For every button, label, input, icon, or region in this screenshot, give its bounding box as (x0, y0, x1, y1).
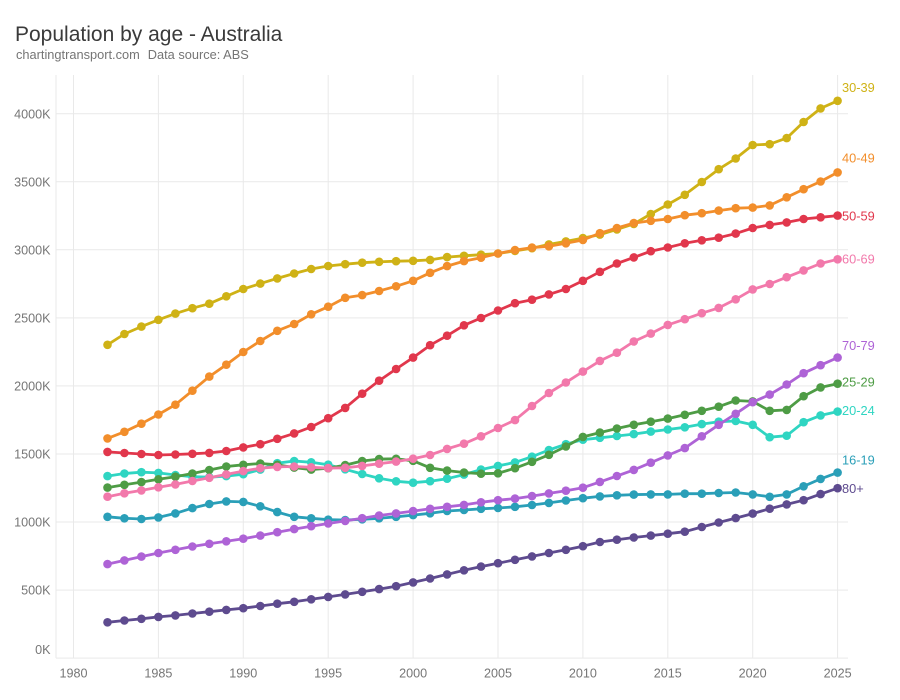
svg-text:2025: 2025 (824, 667, 852, 681)
svg-text:40-49: 40-49 (842, 151, 875, 166)
svg-text:50-59: 50-59 (842, 209, 875, 224)
svg-text:2500K: 2500K (14, 312, 51, 326)
svg-text:1995: 1995 (314, 667, 342, 681)
svg-text:1990: 1990 (229, 667, 257, 681)
svg-text:2015: 2015 (654, 667, 682, 681)
svg-text:70-79: 70-79 (842, 338, 875, 353)
svg-text:1000K: 1000K (14, 516, 51, 530)
svg-text:30-39: 30-39 (842, 80, 875, 95)
svg-text:0K: 0K (35, 643, 51, 657)
svg-text:2000K: 2000K (14, 380, 51, 394)
svg-text:16-19: 16-19 (842, 453, 875, 468)
svg-text:1985: 1985 (144, 667, 172, 681)
svg-text:2010: 2010 (569, 667, 597, 681)
svg-text:2000: 2000 (399, 667, 427, 681)
svg-text:80+: 80+ (842, 481, 864, 496)
svg-text:20-24: 20-24 (842, 403, 875, 418)
svg-text:1500K: 1500K (14, 448, 51, 462)
svg-text:2020: 2020 (739, 667, 767, 681)
svg-text:60-69: 60-69 (842, 252, 875, 267)
svg-text:1980: 1980 (59, 667, 87, 681)
svg-text:3000K: 3000K (14, 243, 51, 257)
svg-text:4000K: 4000K (14, 107, 51, 121)
svg-text:2005: 2005 (484, 667, 512, 681)
svg-text:3500K: 3500K (14, 175, 51, 189)
svg-text:500K: 500K (21, 584, 51, 598)
svg-text:25-29: 25-29 (842, 375, 875, 390)
